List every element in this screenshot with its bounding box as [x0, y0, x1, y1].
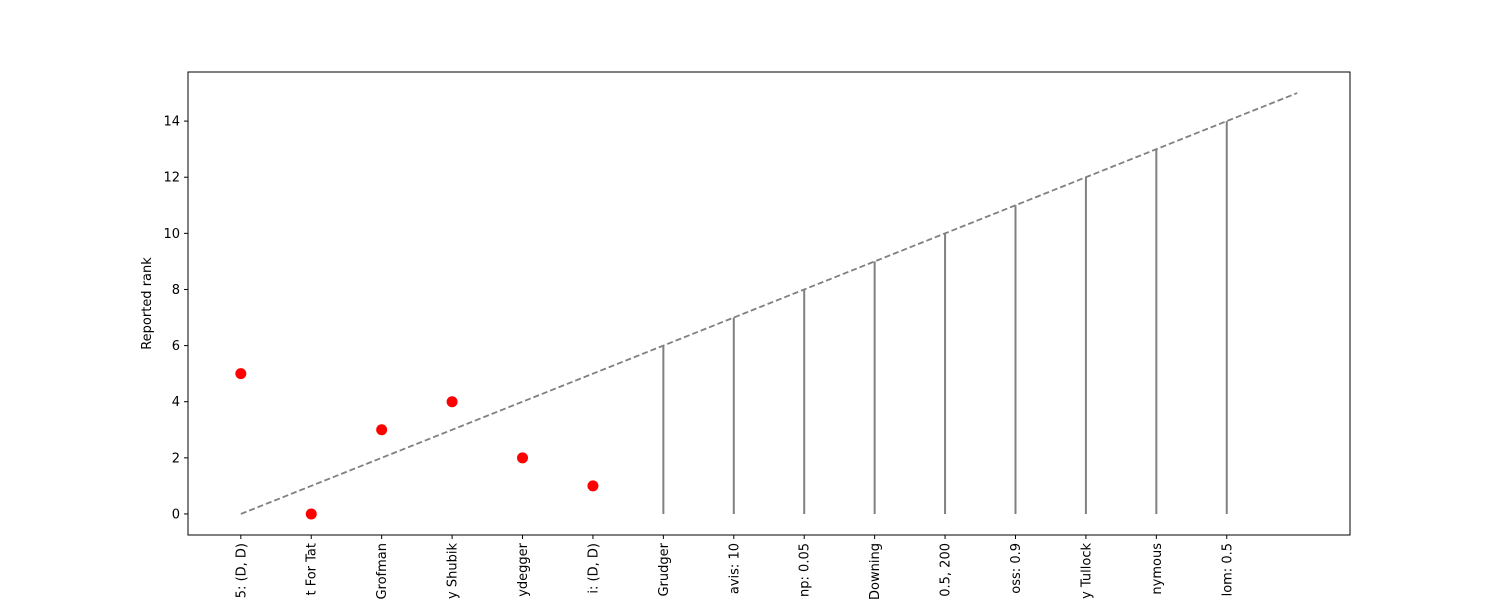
data-point [376, 424, 388, 436]
data-point [446, 396, 458, 408]
x-tick-label: ydegger [516, 542, 531, 596]
data-point [305, 508, 317, 520]
y-tick-label: 2 [172, 451, 180, 466]
plot-frame [187, 71, 1351, 536]
data-point [517, 452, 529, 464]
x-tick-label: t For Tat [305, 543, 320, 596]
y-tick-label: 14 [163, 115, 180, 130]
x-tick-label: y Shubik [446, 543, 461, 599]
y-axis: 0 2 4 6 8 10 12 14 [163, 115, 188, 522]
y-axis-label: Reported rank [140, 257, 155, 350]
x-tick-label: Downing [868, 543, 883, 600]
x-tick-label: oss: 0.9 [1009, 543, 1024, 594]
x-tick-label: avis: 10 [727, 543, 742, 594]
x-tick-label: i: (D, D) [586, 543, 601, 594]
data-point [235, 368, 247, 380]
y-tick-label: 4 [172, 395, 180, 410]
x-tick-label: Grofman [375, 543, 390, 600]
x-axis: 5: (D, D) t For Tat Grofman y Shubik ydegger… [234, 535, 1235, 600]
x-tick-label: 0.5, 200 [939, 543, 954, 597]
chart-marks [235, 92, 1298, 520]
x-tick-label: nymous [1150, 543, 1165, 595]
y-tick-label: 8 [172, 283, 180, 298]
y-tick-label: 10 [163, 227, 180, 242]
x-tick-label: np: 0.05 [798, 543, 813, 597]
reference-diagonal-line [240, 92, 1298, 515]
y-tick-label: 12 [163, 171, 180, 186]
x-tick-label: Grudger [657, 542, 672, 596]
x-tick-label: 5: (D, D) [234, 543, 249, 598]
data-point [587, 480, 599, 492]
x-tick-label: y Tullock [1079, 543, 1094, 599]
x-tick-label: lom: 0.5 [1220, 543, 1235, 596]
y-tick-label: 0 [172, 507, 180, 522]
y-tick-label: 6 [172, 339, 180, 354]
